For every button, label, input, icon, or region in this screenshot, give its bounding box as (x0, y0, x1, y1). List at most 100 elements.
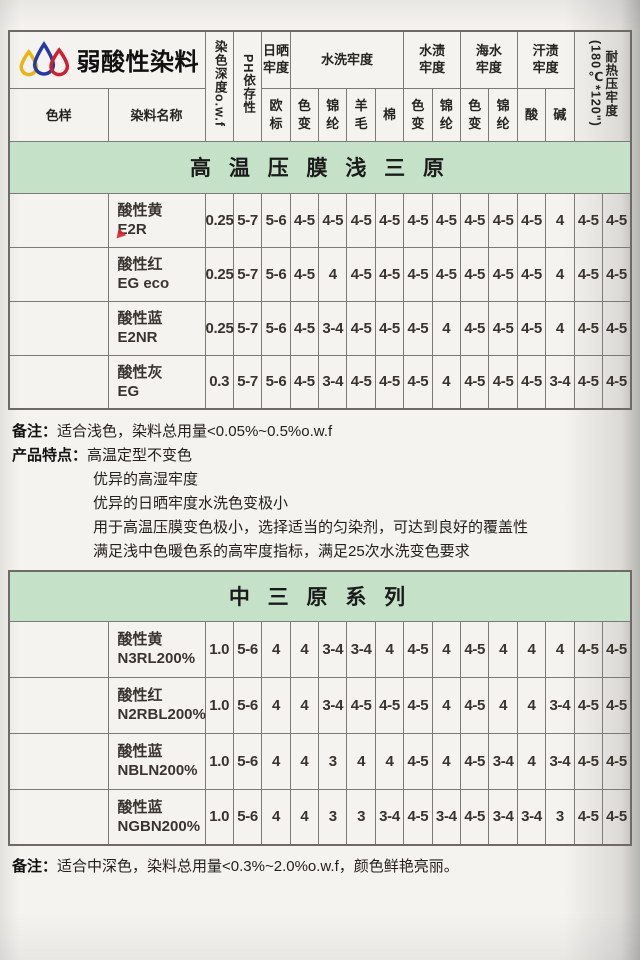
table-medium-trichromatic: 中 三 原 系 列 酸性黄 N3RL200% 1.0 5-6 4 4 3-4 3-4 4 4-5 4… (8, 570, 632, 846)
fastness-value: 4-5 (573, 300, 603, 356)
header-wash-colorchange: 色变 (289, 87, 320, 142)
fastness-value: 4-5 (318, 192, 348, 248)
fastness-value: 5-7 (232, 192, 263, 248)
fastness-value: 4 (431, 620, 462, 678)
fastness-value: 4-5 (516, 246, 547, 302)
fastness-value: 0.25 (204, 300, 234, 356)
header-color-sample: 色样 (8, 87, 109, 142)
fastness-value: 4 (516, 620, 547, 678)
catalog-page: 弱酸性染料 染色深度o.w.f PH依存性 日晒牢度 水洗牢度 水渍牢度 海水牢… (8, 0, 632, 876)
color-swatch-cell (8, 246, 109, 302)
color-swatch-cell (8, 300, 109, 356)
fastness-value: 4 (346, 732, 376, 790)
fastness-value: 4-5 (460, 788, 490, 846)
fastness-value: 4 (516, 732, 547, 790)
dye-name-code: EG (117, 382, 140, 400)
feature-item: 满足浅中色暖色系的高牢度指标，满足25次水洗变色要求 (93, 543, 470, 560)
fastness-value: 4-5 (460, 620, 490, 678)
fastness-value: 4-5 (460, 192, 490, 248)
fastness-value: 3-4 (318, 620, 348, 678)
color-swatch-cell (8, 676, 109, 734)
header-wash-cotton: 棉 (374, 87, 405, 142)
dye-name-cell: 酸性蓝 NBLN200% (107, 732, 206, 790)
header-dye-depth: 染色深度o.w.f (204, 30, 234, 142)
fastness-value: 4 (545, 192, 575, 248)
fastness-value: 4-5 (346, 354, 376, 410)
fastness-value: 4-5 (488, 192, 518, 248)
fastness-value: 4-5 (601, 620, 632, 678)
fastness-value: 4-5 (460, 732, 490, 790)
fastness-value: 4 (261, 676, 291, 734)
dye-name-cn: 酸性灰 (117, 363, 163, 381)
dye-name-code: E2NR (117, 329, 158, 346)
fastness-value: 5-6 (261, 300, 291, 356)
fastness-value: 4-5 (431, 246, 462, 302)
fastness-value: 4-5 (601, 676, 632, 734)
fastness-value: 3-4 (374, 788, 405, 846)
dye-name-cell: 酸性灰 EG (107, 354, 206, 410)
fastness-value: 4 (289, 676, 320, 734)
fastness-value: 4-5 (573, 676, 603, 734)
header-water-colorchange: 色变 (403, 87, 433, 142)
fastness-value: 5-6 (261, 246, 291, 302)
fastness-value: 4-5 (403, 732, 433, 790)
header-ph-dependence: PH依存性 (232, 30, 263, 142)
dye-name-code: NGBN200% (117, 817, 201, 835)
fastness-value: 4 (261, 620, 291, 678)
fastness-value: 4 (261, 732, 291, 790)
dye-name-cn: 酸性黄 (117, 631, 163, 648)
fastness-value: 4-5 (374, 246, 405, 302)
fastness-value: 4-5 (601, 354, 632, 410)
fastness-value: 4-5 (289, 300, 320, 356)
fastness-value: 5-6 (232, 620, 263, 678)
fastness-value: 5-6 (232, 788, 263, 846)
brand-name: 弱酸性染料 (76, 49, 199, 77)
fastness-value: 4-5 (403, 300, 433, 356)
dye-name-cn: 酸性红 (117, 687, 163, 704)
fastness-value: 4-5 (289, 192, 320, 248)
fastness-value: 4 (289, 620, 320, 678)
features-line: 产品特点：高温定型不变色 (12, 447, 193, 464)
fastness-value: 4-5 (601, 788, 632, 846)
fastness-value: 1.0 (204, 620, 234, 678)
fastness-value: 4-5 (460, 246, 490, 302)
color-swatch-cell (8, 732, 109, 790)
bottom-remark: 备注：适合中深色，染料总用量<0.3%~2.0%o.w.f，颜色鲜艳亮丽。 (12, 858, 459, 875)
dye-name-cn: 酸性黄 (117, 202, 163, 219)
fastness-value: 3-4 (318, 676, 348, 734)
feature-item: 优异的日晒牢度水洗色变极小 (93, 495, 289, 512)
fastness-value: 4-5 (374, 676, 405, 734)
fastness-value: 4-5 (289, 246, 320, 302)
fastness-value: 4 (545, 300, 575, 356)
dye-name-code: EG eco (117, 275, 170, 292)
dye-name-cn: 酸性蓝 (117, 310, 163, 327)
header-group-seawater: 海水牢度 (460, 30, 518, 89)
dye-row: 酸性黄 N3RL200% 1.0 5-6 4 4 3-4 3-4 4 4-5 4 4-5 4 4 4 4-5 4… (8, 620, 632, 678)
fastness-value: 4-5 (573, 192, 603, 248)
fastness-value: 4 (431, 732, 462, 790)
dye-row: 酸性红 EG eco 0.25 5-7 5-6 4-5 4 4-5 4-5 4-5 4-5 4-5 4-… (8, 246, 632, 302)
fastness-value: 4 (431, 354, 462, 410)
fastness-value: 4-5 (573, 732, 603, 790)
header-water-nylon: 锦纶 (431, 87, 462, 142)
fastness-value: 4 (374, 732, 405, 790)
fastness-value: 5-6 (232, 676, 263, 734)
fastness-value: 4-5 (346, 192, 376, 248)
fastness-value: 4-5 (374, 300, 405, 356)
fastness-value: 4 (545, 246, 575, 302)
fastness-value: 5-7 (232, 300, 263, 356)
fastness-value: 4 (545, 620, 575, 678)
fastness-value: 4-5 (516, 300, 547, 356)
header-sea-colorchange: 色变 (460, 87, 490, 142)
header-sweat-acid: 酸 (516, 87, 547, 142)
header-wash-nylon: 锦纶 (318, 87, 348, 142)
fastness-value: 4-5 (516, 192, 547, 248)
fastness-value: 4-5 (601, 192, 632, 248)
dye-row: 酸性黄 E2R 0.25 5-7 5-6 4-5 4-5 4-5 4-5 4-5 4-5 4-5 4-5… (8, 192, 632, 248)
fastness-value: 4-5 (460, 300, 490, 356)
fastness-value: 4 (431, 676, 462, 734)
feature-item: 优异的高湿牢度 (93, 471, 199, 488)
fastness-value: 5-6 (232, 732, 263, 790)
header-wash-wool: 羊毛 (346, 87, 376, 142)
fastness-value: 4-5 (374, 192, 405, 248)
